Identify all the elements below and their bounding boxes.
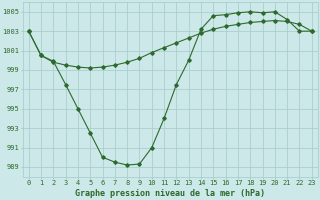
X-axis label: Graphe pression niveau de la mer (hPa): Graphe pression niveau de la mer (hPa) <box>75 189 265 198</box>
